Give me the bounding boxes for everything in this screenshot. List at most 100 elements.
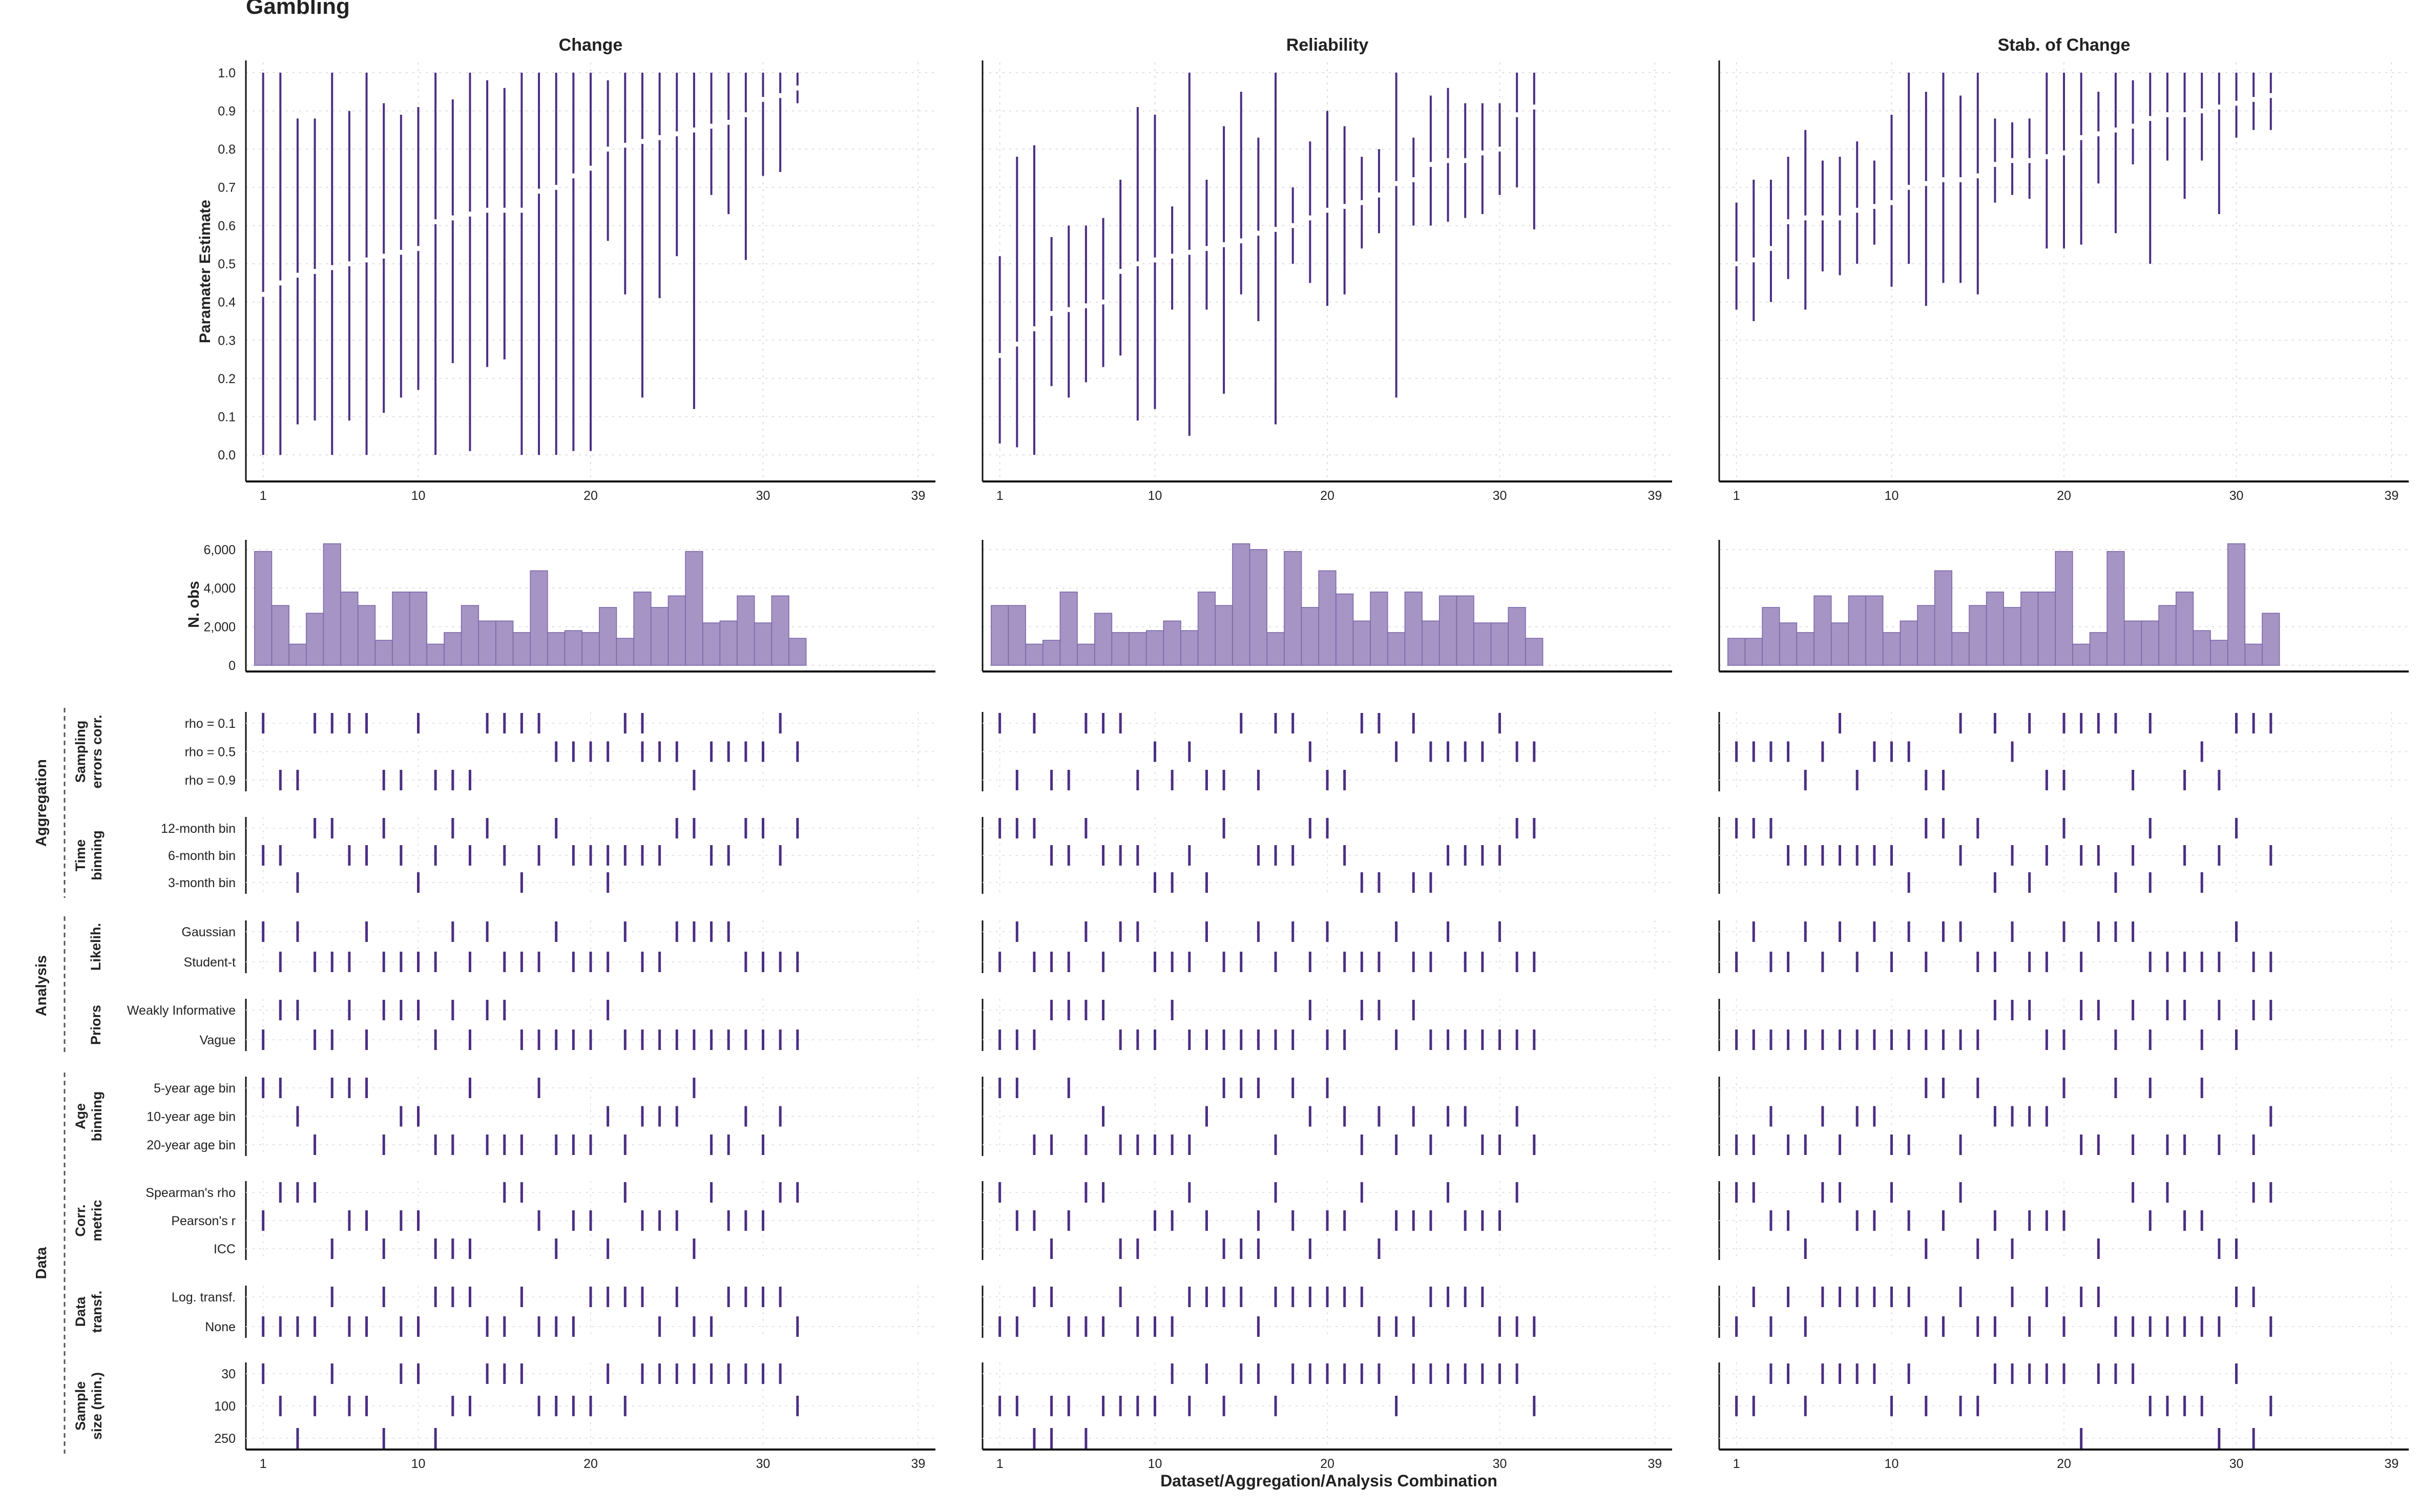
nobs-bar <box>2141 620 2159 666</box>
nobs-bar <box>409 592 428 666</box>
nobs-bar <box>1508 607 1526 666</box>
indicator-panel-label: Time binning <box>73 830 105 880</box>
indicator-level-label: Weakly Informative <box>127 1003 236 1018</box>
indicator-x-tick-label: 10 <box>1885 1457 1899 1471</box>
indicator-x-tick-label: 20 <box>1320 1457 1334 1471</box>
nobs-bar <box>1796 632 1814 666</box>
estimate-panel: 1 10 20 30 39 <box>1718 60 2409 503</box>
nobs-bar <box>581 632 600 666</box>
point-estimate <box>2027 158 2032 163</box>
nobs-bar <box>1266 632 1285 666</box>
point-estimate <box>1941 177 1946 182</box>
nobs-bar <box>1422 620 1440 666</box>
nobs-bar <box>651 607 669 666</box>
nobs-bar <box>702 622 721 666</box>
point-estimate <box>1376 192 1382 198</box>
estimate-y-tick-label: 0.9 <box>218 104 236 118</box>
point-estimate <box>467 211 473 217</box>
column-title: Stab. of Change <box>1998 35 2131 55</box>
group-label: Aggregation <box>33 759 50 847</box>
point-estimate <box>1186 249 1192 255</box>
point-estimate <box>1221 242 1227 247</box>
point-estimate <box>708 123 714 129</box>
nobs-bar <box>1744 638 1763 666</box>
estimate-y-tick-label: 0.1 <box>218 410 236 425</box>
nobs-bar <box>1951 632 1970 666</box>
indicator-level-label: 12-month bin <box>161 822 236 836</box>
point-estimate <box>312 268 318 274</box>
point-estimate <box>1445 158 1451 163</box>
indicator-x-tick-label: 39 <box>1647 1457 1662 1471</box>
point-estimate <box>1497 146 1503 152</box>
point-estimate <box>415 246 421 251</box>
nobs-bar <box>788 638 807 666</box>
x-tick-label: 1 <box>1733 489 1740 503</box>
indicator-x-tick-label: 39 <box>911 1457 925 1471</box>
nobs-bar <box>1180 630 1199 666</box>
indicator-level-label: 6-month bin <box>168 849 236 863</box>
point-estimate <box>1734 261 1739 266</box>
indicator-panel-label: Priors <box>88 1005 103 1045</box>
estimate-y-tick-label: 1.0 <box>218 66 236 80</box>
x-tick-label: 20 <box>2057 489 2071 503</box>
point-estimate <box>485 207 490 213</box>
nobs-bar <box>1969 605 1987 666</box>
indicator-level-label: rho = 0.5 <box>185 745 236 760</box>
nobs-bar <box>254 551 273 666</box>
point-estimate <box>1479 150 1485 156</box>
indicator-x-tick-label: 10 <box>1148 1457 1162 1471</box>
point-estimate <box>1889 200 1894 205</box>
point-estimate <box>588 165 593 171</box>
nobs-bar <box>357 605 376 666</box>
nobs-bar <box>1865 595 1884 666</box>
nobs-bar <box>2244 643 2263 666</box>
point-estimate <box>2199 108 2205 114</box>
nobs-bar <box>392 592 410 666</box>
nobs-bar <box>1882 632 1901 666</box>
nobs-bar <box>754 622 773 666</box>
group-label-text: Aggregation <box>33 759 50 847</box>
nobs-bar <box>1438 595 1457 666</box>
point-estimate <box>1238 238 1244 244</box>
nobs-bar <box>2262 613 2280 666</box>
nobs-bar <box>1249 549 1267 666</box>
indicator-x-tick-label: 20 <box>583 1457 598 1471</box>
nobs-bar <box>271 605 289 666</box>
indicator-panel-label-line: Corr. <box>73 1204 88 1236</box>
point-estimate <box>1256 230 1261 236</box>
indicator-panel-label-line: size (min.) <box>89 1372 105 1440</box>
point-estimate <box>1342 204 1347 209</box>
nobs-bar <box>2210 640 2228 666</box>
point-estimate <box>2164 112 2170 117</box>
estimate-y-tick-label: 0.5 <box>218 257 236 271</box>
indicator-x-tick-label: 1 <box>996 1457 1004 1471</box>
nobs-bar <box>1456 595 1474 666</box>
nobs-bar <box>2089 632 2108 666</box>
indicator-level-label: 100 <box>214 1399 236 1414</box>
point-estimate <box>1820 215 1825 221</box>
estimate-y-tick-label: 0.4 <box>218 296 236 310</box>
indicator-level-label: rho = 0.9 <box>185 773 236 788</box>
point-estimate <box>1152 257 1158 263</box>
point-estimate <box>1514 112 1520 117</box>
indicator-x-tick-label: 30 <box>1493 1457 1507 1471</box>
point-estimate <box>346 261 352 266</box>
indicator-level-label: ICC <box>214 1242 236 1256</box>
indicator-level-label: Vague <box>200 1033 236 1047</box>
x-tick-label: 30 <box>2229 489 2244 503</box>
point-estimate <box>778 93 783 98</box>
indicator-panel-label-line: Priors <box>88 1005 103 1045</box>
indicator-level-label: Student-t <box>184 955 236 970</box>
indicator-panel-label-line: binning <box>89 830 105 880</box>
nobs-bar <box>2227 543 2246 666</box>
nobs-bar <box>1490 622 1509 666</box>
point-estimate <box>795 85 800 91</box>
point-estimate <box>519 207 525 213</box>
point-estimate <box>1923 181 1929 186</box>
indicator-level-label: Spearman's rho <box>145 1186 236 1200</box>
indicator-x-tick-label: 30 <box>756 1457 770 1471</box>
indicator-panel-label: Data transf. <box>73 1291 105 1333</box>
point-estimate <box>2182 112 2187 117</box>
